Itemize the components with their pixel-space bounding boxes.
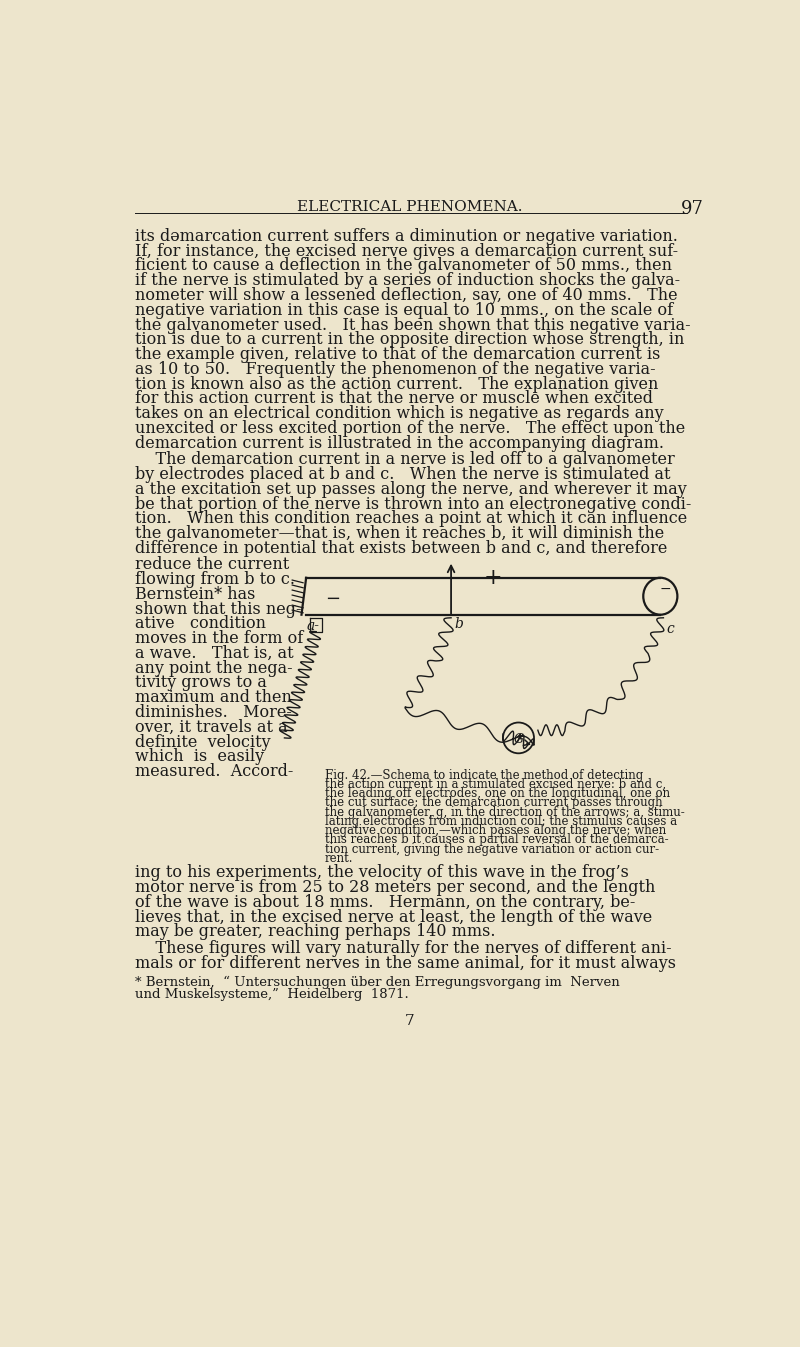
Text: demarcation current is illustrated in the accompanying diagram.: demarcation current is illustrated in th… [135, 435, 664, 451]
Text: ing to his experiments, the velocity of this wave in the frog’s: ing to his experiments, the velocity of … [135, 865, 629, 881]
Text: shown that this neg-: shown that this neg- [135, 601, 302, 617]
Text: measured.  Accord-: measured. Accord- [135, 764, 294, 780]
Text: moves in the form of: moves in the form of [135, 630, 303, 647]
Text: nometer will show a lessened deflection, say, one of 40 mms.   The: nometer will show a lessened deflection,… [135, 287, 678, 304]
Text: Bernstein* has: Bernstein* has [135, 586, 255, 602]
Text: its dəmarcation current suffers a diminution or negative variation.: its dəmarcation current suffers a diminu… [135, 228, 678, 245]
Text: may be greater, reaching perhaps 140 mms.: may be greater, reaching perhaps 140 mms… [135, 923, 495, 940]
Text: * Bernstein,  “ Untersuchungen über den Erregungsvorgang im  Nerven: * Bernstein, “ Untersuchungen über den E… [135, 977, 620, 990]
Text: b: b [454, 617, 463, 630]
Text: 97: 97 [682, 201, 704, 218]
Text: the cut surface; the demarcation current passes through: the cut surface; the demarcation current… [325, 796, 662, 810]
Text: which  is  easily: which is easily [135, 749, 264, 765]
Text: tion.   When this condition reaches a point at which it can influence: tion. When this condition reaches a poin… [135, 511, 687, 527]
Text: Fig. 42.—Schema to indicate the method of detecting: Fig. 42.—Schema to indicate the method o… [325, 769, 643, 781]
Text: ative   condition: ative condition [135, 616, 266, 632]
Text: a the excitation set up passes along the nerve, and wherever it may: a the excitation set up passes along the… [135, 481, 686, 498]
Text: as 10 to 50.   Frequently the phenomenon of the negative varia-: as 10 to 50. Frequently the phenomenon o… [135, 361, 655, 379]
Text: −: − [325, 590, 340, 607]
Text: for this action current is that the nerve or muscle when excited: for this action current is that the nerv… [135, 391, 653, 408]
Text: diminishes.   More-: diminishes. More- [135, 704, 292, 721]
Text: the galvanometer, g, in the direction of the arrows; a, stimu-: the galvanometer, g, in the direction of… [325, 806, 685, 819]
Text: The demarcation current in a nerve is led off to a galvanometer: The demarcation current in a nerve is le… [135, 451, 674, 469]
Text: +: + [483, 567, 502, 589]
Text: If, for instance, the excised nerve gives a demarcation current suf-: If, for instance, the excised nerve give… [135, 242, 678, 260]
Text: any point the nega-: any point the nega- [135, 660, 293, 676]
Text: be that portion of the nerve is thrown into an electronegative condi-: be that portion of the nerve is thrown i… [135, 496, 691, 512]
Text: negative condition,—which passes along the nerve; when: negative condition,—which passes along t… [325, 824, 666, 836]
Text: −: − [659, 582, 670, 597]
Text: the example given, relative to that of the demarcation current is: the example given, relative to that of t… [135, 346, 660, 364]
Text: of the wave is about 18 mms.   Hermann, on the contrary, be-: of the wave is about 18 mms. Hermann, on… [135, 894, 635, 911]
Text: definite  velocity: definite velocity [135, 734, 270, 750]
Text: over, it travels at a: over, it travels at a [135, 719, 287, 735]
Text: mals or for different nerves in the same animal, for it must always: mals or for different nerves in the same… [135, 955, 676, 973]
Text: if the nerve is stimulated by a series of induction shocks the galva-: if the nerve is stimulated by a series o… [135, 272, 680, 290]
Text: takes on an electrical condition which is negative as regards any: takes on an electrical condition which i… [135, 405, 663, 422]
Text: difference in potential that exists between b and c, and therefore: difference in potential that exists betw… [135, 540, 667, 556]
Text: These figures will vary naturally for the nerves of different ani-: These figures will vary naturally for th… [135, 940, 671, 958]
Text: negative variation in this case is equal to 10 mms., on the scale of: negative variation in this case is equal… [135, 302, 673, 319]
Text: by electrodes placed at b and c.   When the nerve is stimulated at: by electrodes placed at b and c. When th… [135, 466, 670, 484]
Text: ficient to cause a deflection in the galvanometer of 50 mms., then: ficient to cause a deflection in the gal… [135, 257, 672, 275]
Text: a wave.   That is, at: a wave. That is, at [135, 645, 294, 661]
Text: lating electrodes from induction coil; the stimulus causes a: lating electrodes from induction coil; t… [325, 815, 677, 828]
Text: tivity grows to a: tivity grows to a [135, 675, 266, 691]
Text: the galvanometer—that is, when it reaches b, it will diminish the: the galvanometer—that is, when it reache… [135, 525, 664, 541]
Text: 7: 7 [405, 1014, 415, 1028]
Text: maximum and then: maximum and then [135, 690, 292, 706]
Text: the galvanometer used.   It has been shown that this negative varia-: the galvanometer used. It has been shown… [135, 317, 690, 334]
Text: unexcited or less excited portion of the nerve.   The effect upon the: unexcited or less excited portion of the… [135, 420, 685, 436]
Text: the action current in a stimulated excised nerve: b and c,: the action current in a stimulated excis… [325, 779, 666, 791]
Text: tion current, giving the negative variation or action cur-: tion current, giving the negative variat… [325, 843, 659, 855]
Text: tion is due to a current in the opposite direction whose strength, in: tion is due to a current in the opposite… [135, 331, 684, 349]
Text: lieves that, in the excised nerve at least, the length of the wave: lieves that, in the excised nerve at lea… [135, 908, 652, 925]
Text: flowing from b to c.: flowing from b to c. [135, 571, 295, 589]
Text: the leading off electrodes, one on the longitudinal, one on: the leading off electrodes, one on the l… [325, 787, 670, 800]
Text: a-: a- [306, 620, 320, 633]
Text: c: c [666, 622, 674, 636]
Text: und Muskelsysteme,”  Heidelberg  1871.: und Muskelsysteme,” Heidelberg 1871. [135, 989, 409, 1001]
Text: reduce the current: reduce the current [135, 556, 289, 574]
Text: motor nerve is from 25 to 28 meters per second, and the length: motor nerve is from 25 to 28 meters per … [135, 880, 655, 896]
Text: tion is known also as the action current.   The explanation given: tion is known also as the action current… [135, 376, 658, 393]
Text: this reaches b it causes a partial reversal of the demarca-: this reaches b it causes a partial rever… [325, 834, 668, 846]
Text: ELECTRICAL PHENOMENA.: ELECTRICAL PHENOMENA. [298, 201, 522, 214]
Text: G: G [514, 733, 523, 745]
Text: rent.: rent. [325, 851, 354, 865]
